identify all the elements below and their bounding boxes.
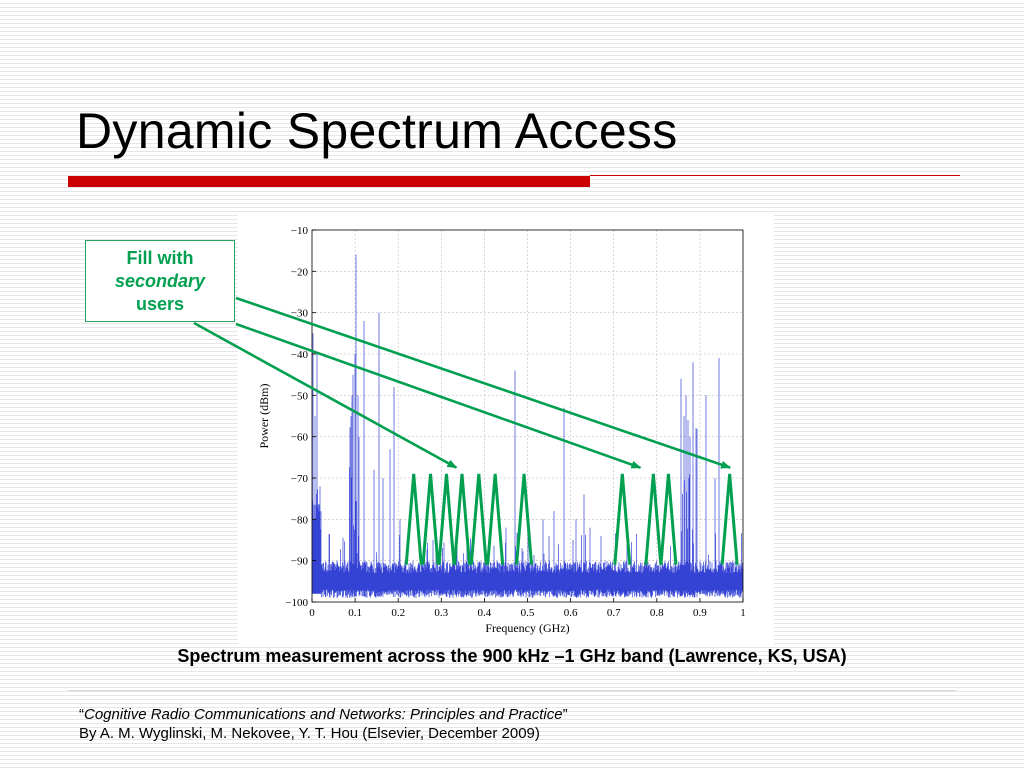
y-tick-label: −50 bbox=[291, 390, 309, 402]
y-tick-label: −90 bbox=[291, 556, 309, 568]
y-tick-label: −70 bbox=[291, 473, 309, 485]
y-tick-label: −100 bbox=[285, 597, 308, 609]
callout-line-2: secondary bbox=[114, 271, 206, 291]
y-tick-label: −20 bbox=[291, 266, 309, 278]
x-tick-label: 0.1 bbox=[348, 607, 362, 619]
callout-fill-secondary-users: Fill with secondary users bbox=[85, 240, 235, 322]
reference-authors: By A. M. Wyglinski, M. Nekovee, Y. T. Ho… bbox=[79, 725, 540, 742]
x-axis-label: Frequency (GHz) bbox=[485, 621, 569, 635]
y-tick-label: −30 bbox=[291, 308, 309, 320]
chart-grid bbox=[311, 229, 744, 603]
figure-caption: Spectrum measurement across the 900 kHz … bbox=[177, 646, 847, 666]
x-tick-label: 1 bbox=[740, 607, 746, 619]
spectrum-trace bbox=[312, 254, 743, 598]
slide-title: Dynamic Spectrum Access bbox=[76, 103, 678, 159]
spectrum-figure: 0 0.1 0.2 0.3 0.4 0.5 0.6 0.7 0.8 0.9 1 −10 −20 −30 −4… bbox=[238, 214, 774, 646]
x-tick-label: 0.2 bbox=[391, 607, 405, 619]
spectrum-chart: 0 0.1 0.2 0.3 0.4 0.5 0.6 0.7 0.8 0.9 1 −10 −20 −30 −4… bbox=[257, 225, 746, 635]
caption-divider bbox=[68, 690, 956, 691]
chart-series bbox=[312, 254, 743, 598]
x-tick-label: 0.4 bbox=[478, 607, 492, 619]
x-tick-label: 0.6 bbox=[564, 607, 578, 619]
x-tick-label: 0.3 bbox=[434, 607, 448, 619]
x-tick-label: 0 bbox=[309, 607, 315, 619]
callout-line-1: Fill with bbox=[126, 248, 194, 268]
x-tick-label: 0.8 bbox=[650, 607, 664, 619]
y-tick-label: −80 bbox=[291, 514, 309, 526]
y-axis-label: Power (dBm) bbox=[257, 384, 271, 449]
callout-line-3: users bbox=[135, 294, 185, 314]
y-tick-label: −40 bbox=[291, 349, 309, 361]
x-tick-label: 0.5 bbox=[521, 607, 535, 619]
reference-close-quote: ” bbox=[562, 706, 568, 723]
reference-title-line: “Cognitive Radio Communications and Netw… bbox=[79, 706, 568, 723]
x-tick-label: 0.7 bbox=[607, 607, 621, 619]
y-tick-label: −60 bbox=[291, 432, 309, 444]
title-underline-thick bbox=[68, 176, 590, 187]
y-tick-label: −10 bbox=[291, 225, 309, 237]
title-underline-thin bbox=[590, 175, 960, 176]
x-tick-label: 0.9 bbox=[693, 607, 707, 619]
reference-open-quote: “ bbox=[79, 706, 84, 723]
reference-book-title: Cognitive Radio Communications and Netwo… bbox=[84, 706, 563, 723]
